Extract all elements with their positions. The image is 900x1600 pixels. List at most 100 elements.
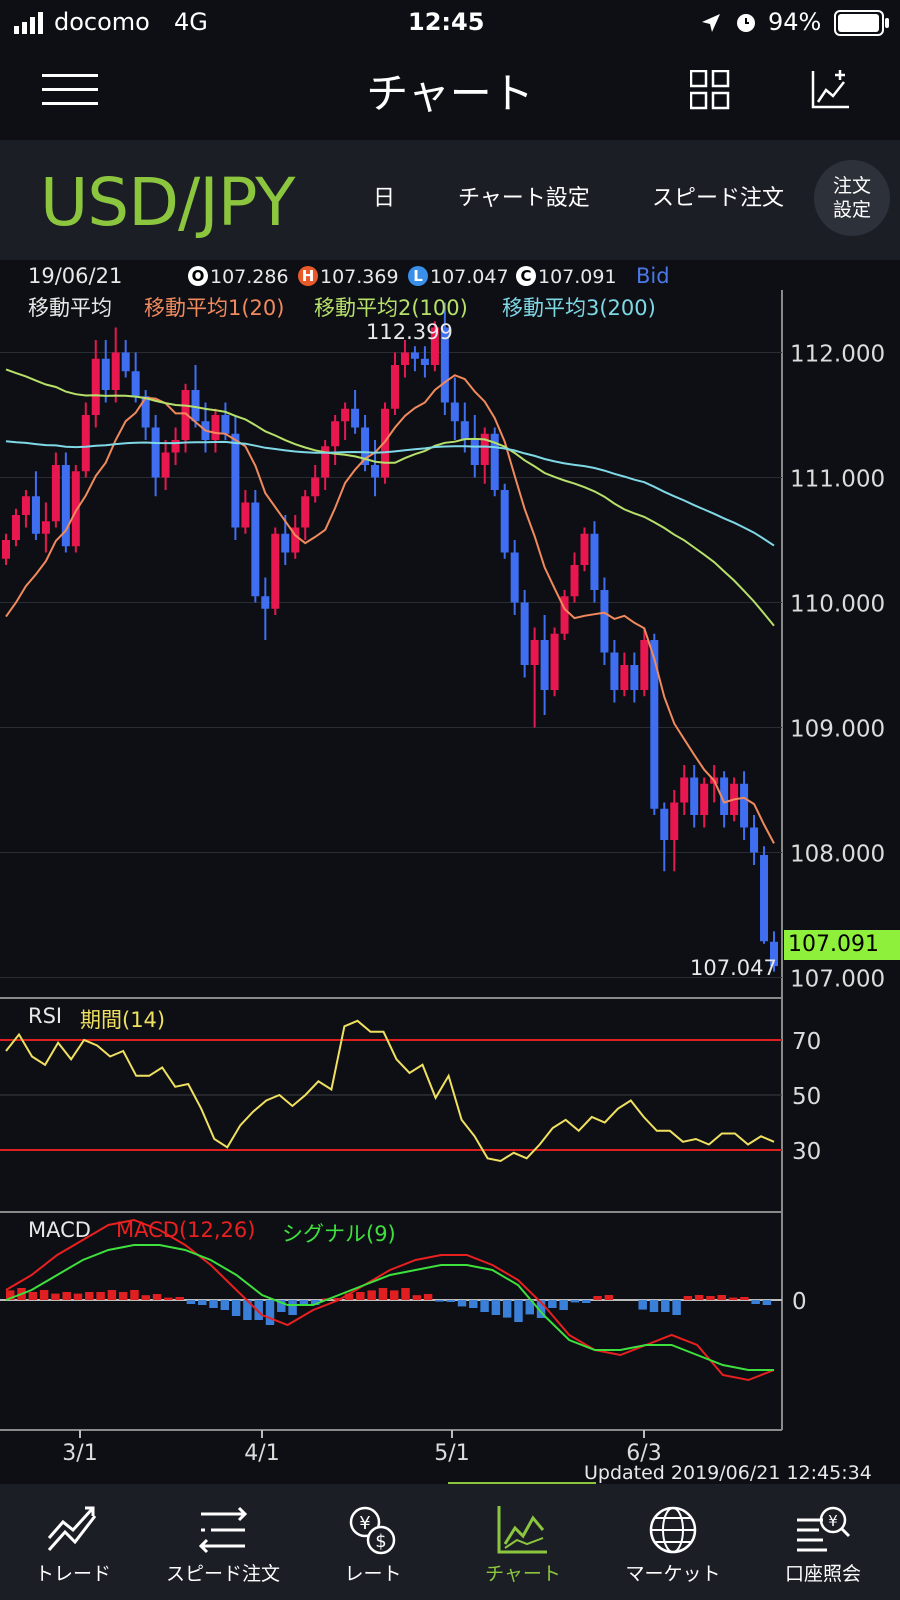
macd-histogram-bar <box>288 1300 297 1315</box>
battery-percent: 94% <box>768 8 822 36</box>
time-tick-label: 3/1 <box>62 1441 97 1466</box>
signal-params: シグナル(9) <box>282 1222 396 1246</box>
candle-body <box>241 502 250 528</box>
chart-area[interactable]: 112.000 111.000 110.000 109.000 108.000 107.0… <box>0 260 900 1484</box>
layout-grid-icon[interactable] <box>690 70 730 110</box>
candle-body <box>81 415 90 472</box>
ma2-line <box>5 368 775 627</box>
speed-order-button[interactable]: スピード注文 <box>652 186 785 211</box>
account-inquiry-icon: ¥ <box>797 1506 851 1552</box>
candle-body <box>630 665 639 690</box>
macd-histogram-bar <box>344 1293 354 1300</box>
candle-body <box>760 855 769 942</box>
signal-icon <box>14 12 43 34</box>
macd-histogram-bar <box>694 1295 704 1300</box>
currency-pair[interactable]: USD/JPY <box>40 164 295 241</box>
tab-account-label: 口座照会 <box>784 1563 861 1585</box>
macd-histogram-bar <box>39 1290 49 1300</box>
macd-histogram-bar <box>220 1300 230 1310</box>
candle-body <box>450 402 459 422</box>
macd-histogram-bar <box>582 1300 591 1303</box>
period-selector[interactable]: 日 <box>373 186 396 211</box>
candle-body <box>500 490 509 553</box>
candle-body <box>381 408 390 478</box>
macd-histogram-bar <box>6 1290 15 1300</box>
macd-histogram-bar <box>356 1292 365 1300</box>
candle-body <box>610 652 619 690</box>
candle-body <box>680 777 689 803</box>
candle-body <box>540 640 549 690</box>
candle-body <box>410 352 419 359</box>
macd-histogram-bar <box>661 1300 670 1312</box>
candle-body <box>640 640 649 690</box>
candle-body <box>550 633 559 690</box>
macd-histogram-bar <box>762 1300 772 1305</box>
macd-histogram-bar <box>401 1288 410 1300</box>
candle-body <box>420 358 429 365</box>
candle-body <box>470 440 479 465</box>
macd-histogram-bar <box>73 1293 83 1300</box>
candle-body <box>351 408 360 428</box>
candle-body <box>231 433 240 528</box>
tab-speed-order[interactable]: スピード注文 <box>150 1484 296 1600</box>
hamburger-menu-icon[interactable] <box>42 72 98 108</box>
rsi-label: RSI <box>28 1004 63 1028</box>
tab-account[interactable]: ¥ 口座照会 <box>750 1484 896 1600</box>
current-price-badge: 107.091 <box>784 930 900 960</box>
chart-settings-button[interactable]: チャート設定 <box>458 186 590 211</box>
candle-body <box>91 358 100 415</box>
macd-histogram-bar <box>118 1292 128 1300</box>
macd-histogram-bar <box>378 1288 388 1300</box>
candle-body <box>510 552 519 603</box>
price-tick-label: 109.000 <box>790 717 885 743</box>
candle-body <box>301 496 310 528</box>
nav-bar: チャート <box>0 46 900 140</box>
carrier-name: docomo <box>54 8 150 36</box>
candle-body <box>151 427 160 478</box>
candle-body <box>51 465 60 522</box>
tab-rate[interactable]: ¥ $ レート <box>300 1484 446 1600</box>
macd-histogram-bar <box>491 1300 501 1315</box>
low-value: 107.047 <box>430 266 509 288</box>
active-tab-indicator <box>448 1482 596 1485</box>
order-settings-button[interactable]: 注文 設定 <box>814 160 890 236</box>
close-value: 107.091 <box>538 266 617 288</box>
macd-histogram-bar <box>231 1300 241 1316</box>
candle-body <box>21 496 30 515</box>
low-icon: L <box>408 266 428 286</box>
candle-body <box>61 465 70 547</box>
candle-body <box>291 527 300 553</box>
candle-body <box>371 465 380 478</box>
macd-histogram-bar <box>604 1295 614 1300</box>
macd-histogram-bar <box>717 1295 726 1300</box>
macd-histogram-bar <box>683 1296 693 1300</box>
time-tick-label: 6/3 <box>626 1441 661 1466</box>
macd-histogram-bar <box>457 1300 467 1307</box>
tab-trade[interactable]: トレード <box>0 1484 146 1600</box>
add-indicator-icon[interactable] <box>810 68 852 110</box>
tab-market[interactable]: マーケット <box>600 1484 746 1600</box>
candle-body <box>480 433 489 465</box>
order-settings-label-1: 注文 <box>832 175 871 197</box>
macd-histogram-bar <box>333 1298 342 1300</box>
speed-order-icon <box>198 1506 248 1554</box>
high-value: 107.369 <box>320 266 399 288</box>
max-price-label: 112.399 <box>366 320 453 344</box>
tab-chart[interactable]: チャート <box>450 1484 596 1600</box>
candle-body <box>281 533 290 553</box>
macd-histogram-bar <box>141 1295 150 1300</box>
macd-histogram-bar <box>446 1300 455 1302</box>
candle-body <box>361 427 370 465</box>
rsi-tick-label: 50 <box>792 1084 821 1110</box>
candle-body <box>690 777 699 815</box>
symbol-bar: USD/JPY <box>0 140 900 260</box>
macd-histogram-bar <box>435 1300 444 1302</box>
candle-body <box>700 783 709 815</box>
macd-histogram-bar <box>277 1300 286 1312</box>
tab-trade-label: トレード <box>34 1563 111 1585</box>
price-tick-label: 110.000 <box>790 592 885 618</box>
macd-histogram-bar <box>310 1300 320 1305</box>
macd-histogram-bar <box>559 1300 568 1310</box>
candle-body <box>750 827 759 853</box>
rsi-tick-label: 30 <box>792 1139 821 1165</box>
